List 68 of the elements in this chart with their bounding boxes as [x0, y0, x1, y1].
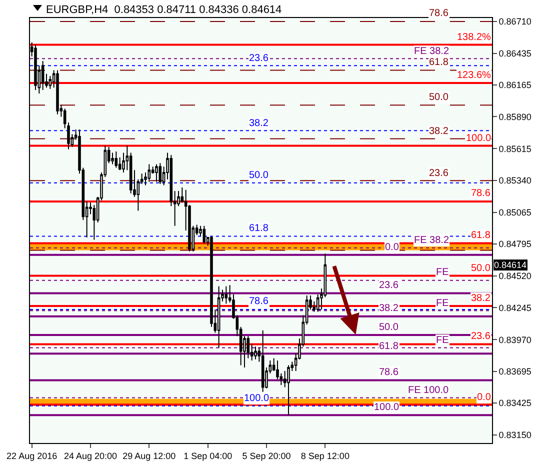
annotation: FE: [436, 298, 450, 309]
annotation: 23.6: [379, 280, 399, 291]
chart-title: EURGBP,H4 0.84353 0.84711 0.84336 0.84614: [46, 4, 282, 16]
annotation: 23.6: [249, 53, 269, 64]
annotation: FE: [436, 335, 450, 346]
candlestick: [224, 286, 228, 304]
annotation: 38.2: [471, 293, 491, 304]
annotation: 61.8: [471, 230, 491, 241]
y-tick-label: 0.85615: [498, 144, 532, 154]
annotation: 138.2%: [457, 32, 492, 43]
x-tick-label: 8 Sep 12:00: [300, 450, 350, 461]
y-tick-label: 0.83695: [498, 366, 532, 377]
candlestick: [41, 60, 44, 90]
candlestick: [261, 330, 264, 392]
x-tick-label: 24 Aug 20:00: [64, 450, 118, 461]
candlestick: [56, 70, 59, 115]
candlestick: [114, 151, 118, 168]
annotation: 50.0: [429, 92, 449, 103]
annotation: 38.2: [429, 126, 449, 137]
annotation: 50.0: [471, 263, 491, 274]
annotation: 23.6: [429, 168, 449, 179]
annotation: 123.6%: [457, 70, 492, 81]
annotation: FE 100.0: [408, 385, 450, 396]
annotation: 61.8: [379, 341, 399, 352]
annotation: FE 38.2: [414, 235, 450, 246]
y-tick-label: 0.84245: [498, 302, 532, 313]
y-tick-label: 0.85340: [498, 176, 532, 186]
annotation: 0.84614: [494, 260, 527, 270]
y-tick-label: 0.85065: [498, 208, 532, 218]
candlestick: [158, 162, 162, 185]
annotation: FE 38.2: [414, 46, 450, 57]
candlestick: [287, 364, 290, 416]
annotation: 100.0: [374, 402, 400, 413]
y-tick-label: 0.86710: [498, 16, 532, 27]
y-tick-label: 0.84795: [498, 239, 532, 249]
y-tick-label: 0.86165: [498, 80, 532, 90]
annotation: FE: [436, 267, 450, 278]
candlestick: [217, 286, 220, 348]
y-tick-label: 0.83150: [498, 430, 532, 440]
candlestick: [202, 225, 206, 244]
y-tick-label: 0.84520: [498, 270, 532, 281]
candlestick: [155, 164, 158, 182]
annotation: 100.0: [466, 133, 492, 144]
annotation: 78.6: [471, 188, 491, 199]
annotation: 0.0: [385, 242, 400, 253]
annotation: 100.0: [244, 393, 270, 404]
y-tick-label: 0.85890: [498, 112, 532, 122]
annotation: 38.2: [379, 303, 399, 314]
x-tick-label: 1 Sep 04:00: [184, 450, 232, 461]
annotation: 23.6: [471, 331, 491, 342]
candlestick: [254, 346, 257, 360]
annotation: 78.6: [429, 8, 449, 19]
annotation: 50.0: [379, 322, 399, 333]
annotation: 38.2: [249, 118, 269, 129]
candlestick: [148, 164, 151, 182]
x-tick-label: 5 Sep 20:00: [242, 450, 291, 461]
annotation: 0.0: [477, 392, 492, 403]
annotation: 61.8: [429, 57, 449, 68]
y-tick-label: 0.83425: [498, 398, 532, 408]
annotation: 78.6: [249, 296, 269, 307]
annotation: 78.6: [379, 367, 399, 378]
x-tick-label: 22 Aug 2016: [6, 450, 58, 461]
y-tick-label: 0.86435: [498, 48, 532, 59]
annotation: 61.8: [249, 223, 269, 234]
x-tick-label: 29 Aug 12:00: [122, 450, 176, 461]
y-tick-label: 0.83970: [498, 334, 532, 345]
candlestick: [34, 44, 37, 90]
annotation: 50.0: [249, 170, 269, 181]
